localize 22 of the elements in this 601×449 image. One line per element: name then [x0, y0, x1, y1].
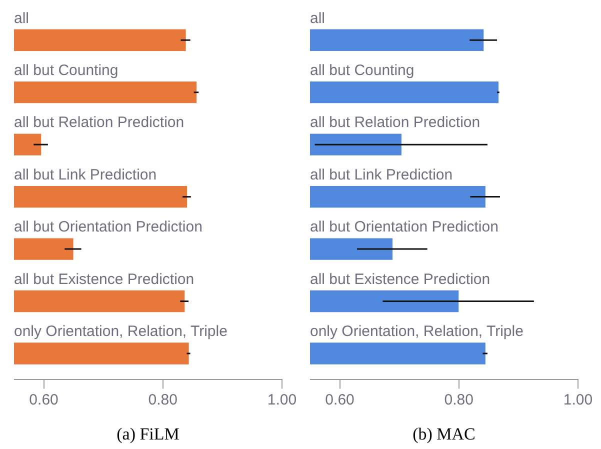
x-tick-label: 0.60 [325, 392, 354, 409]
y-tick-label: all but Relation Prediction [310, 114, 480, 132]
x-tick-label: 0.80 [148, 392, 178, 409]
y-tick-label: only Orientation, Relation, Triple [310, 323, 524, 340]
x-axis-title: (a) FiLM [116, 424, 180, 444]
y-tick-label: all but Counting [310, 62, 414, 79]
y-tick-label: all but Link Prediction [14, 166, 157, 184]
x-tick-label: 0.60 [29, 392, 58, 409]
y-tick-label: all but Existence Prediction [310, 270, 490, 288]
y-tick-label: all but Relation Prediction [14, 114, 184, 132]
x-tick-label: 0.80 [444, 392, 474, 409]
y-tick-label: all but Counting [14, 62, 118, 79]
y-tick-label: all but Link Prediction [310, 166, 453, 184]
y-tick-label: all but Existence Prediction [14, 270, 194, 288]
y-tick-label: only Orientation, Relation, Triple [14, 323, 228, 340]
x-axis-title: (b) MAC [412, 424, 476, 444]
x-tick-label: 1.00 [267, 392, 297, 409]
y-tick-label: all [310, 10, 326, 27]
y-tick-label: all but Orientation Prediction [310, 218, 498, 236]
y-tick-label: all [14, 10, 30, 27]
x-tick-label: 1.00 [563, 392, 593, 409]
y-tick-label: all but Orientation Prediction [14, 218, 202, 236]
